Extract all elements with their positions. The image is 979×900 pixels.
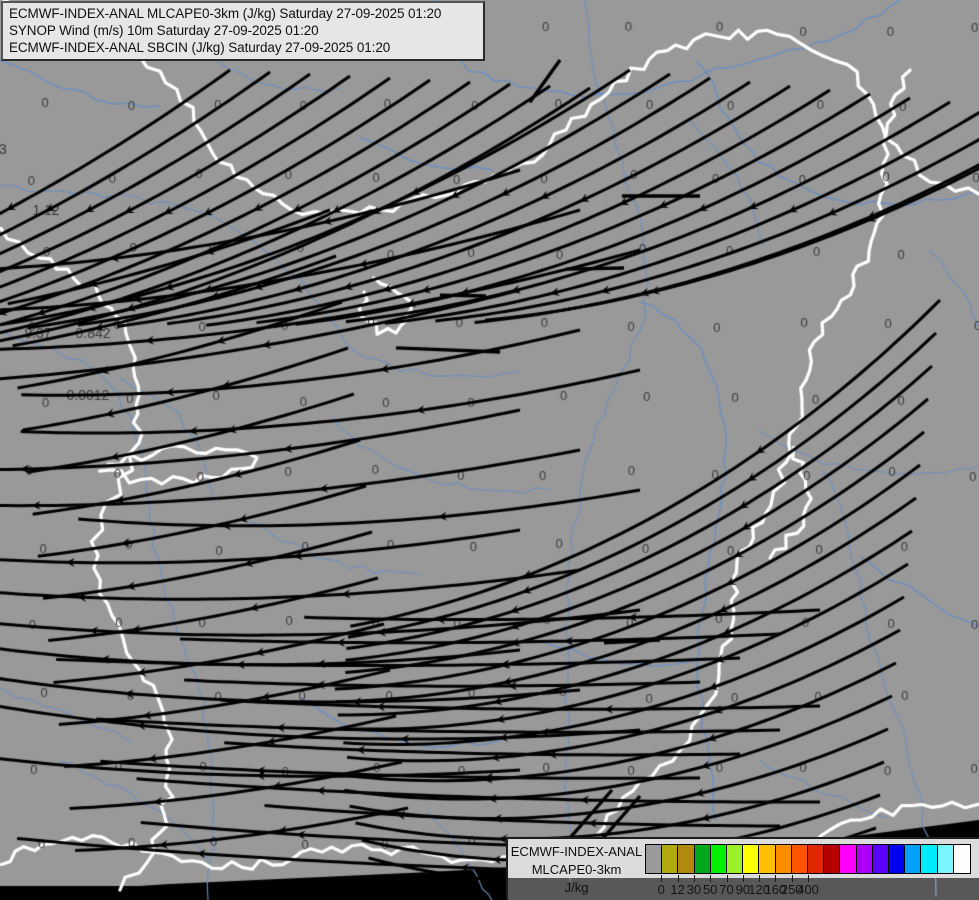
colorbar-tick-6 bbox=[759, 875, 761, 882]
colorbar-swatch-17 bbox=[921, 845, 938, 873]
colorbar-tick-5 bbox=[742, 875, 744, 882]
colorbar-swatch-3 bbox=[694, 845, 711, 873]
title-line-sbcin: ECMWF-INDEX-ANAL SBCIN (J/kg) Saturday 2… bbox=[9, 40, 391, 55]
legend-model-label: ECMWF-INDEX-ANAL bbox=[510, 844, 643, 859]
colorbar-swatch-19 bbox=[953, 845, 971, 873]
colorbar-tick-0 bbox=[661, 875, 663, 882]
colorbar-tick-7 bbox=[775, 875, 777, 882]
colorbar-legend: ECMWF-INDEX-ANAL MLCAPE0-3km J/kg 0 12 30 5… bbox=[506, 837, 979, 900]
title-line-synop-wind: SYNOP Wind (m/s) 10m Saturday 27-09-2025… bbox=[9, 23, 319, 38]
colorbar-tick-2 bbox=[693, 875, 695, 882]
colorbar-swatches[interactable] bbox=[645, 844, 971, 874]
legend-field-label: MLCAPE0-3km bbox=[531, 862, 622, 877]
colorbar-ticks: 0 12 30 50 70 90 120 160 250 400 bbox=[645, 875, 971, 900]
colorbar-tick-label-7: 160 bbox=[764, 882, 787, 897]
colorbar-tick-label-2: 30 bbox=[686, 882, 702, 897]
colorbar-tick-label-6: 120 bbox=[748, 882, 770, 897]
colorbar-tick-3 bbox=[710, 875, 712, 882]
colorbar-swatch-8 bbox=[775, 845, 792, 873]
colorbar-tick-label-3: 50 bbox=[702, 882, 718, 897]
map-title-box: ECMWF-INDEX-ANAL MLCAPE0-3km (J/kg) Satu… bbox=[1, 1, 485, 61]
colorbar-tick-9 bbox=[808, 875, 809, 882]
colorbar-swatch-11 bbox=[824, 845, 841, 873]
legend-units-label: J/kg bbox=[564, 880, 589, 895]
colorbar-swatch-0 bbox=[646, 845, 663, 873]
colorbar-swatch-15 bbox=[889, 845, 906, 873]
colorbar-tick-8 bbox=[791, 875, 793, 882]
colorbar-tick-label-9: 400 bbox=[797, 882, 819, 897]
colorbar-tick-label-0: 0 bbox=[657, 882, 665, 897]
colorbar-swatch-7 bbox=[759, 845, 776, 873]
colorbar-swatch-5 bbox=[727, 845, 744, 873]
colorbar-swatch-2 bbox=[678, 845, 695, 873]
colorbar-tick-label-1: 12 bbox=[670, 882, 685, 897]
title-line-mlcape: ECMWF-INDEX-ANAL MLCAPE0-3km (J/kg) Satu… bbox=[9, 6, 442, 21]
colorbar-swatch-4 bbox=[710, 845, 728, 873]
colorbar-tick-label-4: 70 bbox=[719, 882, 734, 897]
colorbar-swatch-9 bbox=[791, 845, 809, 873]
colorbar-swatch-1 bbox=[662, 845, 679, 873]
colorbar-tick-1 bbox=[677, 875, 679, 882]
legend-text-block: ECMWF-INDEX-ANAL MLCAPE0-3km J/kg bbox=[508, 839, 645, 900]
colorbar-swatch-13 bbox=[856, 845, 873, 873]
colorbar-swatch-16 bbox=[905, 845, 922, 873]
colorbar-tick-label-8: 250 bbox=[780, 882, 803, 897]
colorbar-tick-label-5: 90 bbox=[735, 882, 751, 897]
colorbar-tick-4 bbox=[726, 875, 728, 882]
colorbar-swatch-12 bbox=[840, 845, 857, 873]
legend-scale-block: 0 12 30 50 70 90 120 160 250 400 bbox=[645, 839, 979, 900]
colorbar-swatch-10 bbox=[808, 845, 825, 873]
colorbar-swatch-6 bbox=[743, 845, 760, 873]
colorbar-swatch-14 bbox=[872, 845, 890, 873]
colorbar-swatch-18 bbox=[937, 845, 954, 873]
